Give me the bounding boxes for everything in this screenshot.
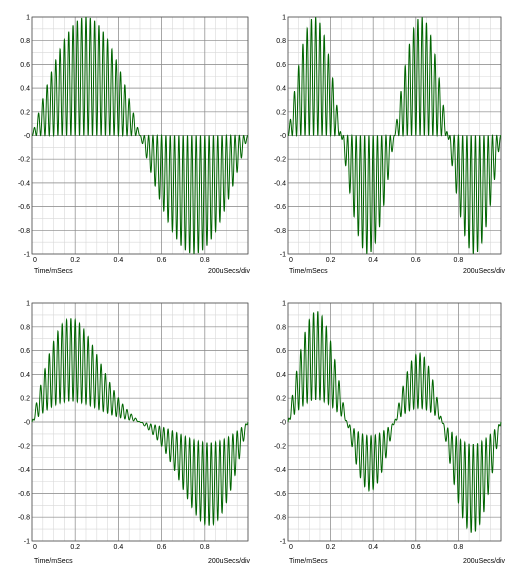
y-tick-label: -0.4 [18,180,30,187]
x-tick-label: 0.2 [326,544,336,551]
y-tick-label: -1 [24,539,30,546]
chart-svg: 1 0.8 0.6 0.4 0.2 -0 -0.2 -0.4 -0.6 -0.8 -10 0.2 0.4… [274,15,502,264]
x-tick-label: 0 [289,544,293,551]
x-tick-label: 0.6 [157,257,167,264]
waveform-line [287,311,502,533]
y-tick-label: -0.8 [274,515,286,522]
y-tick-label: 0.6 [20,62,30,69]
x-tick-label: 0 [33,544,37,551]
y-tick-label: 0.6 [276,62,286,69]
y-tick-label: 0.6 [20,348,30,355]
x-tick-label: 0.4 [114,544,124,551]
y-tick-label: -0 [24,420,30,427]
y-tick-label: 1 [26,15,30,22]
x-tick-label: 0.6 [411,257,421,264]
y-tick-label: 0.8 [276,324,286,331]
x-axis-label: Time/mSecs [289,268,328,275]
chart-panel-bottom-left: 1 0.8 0.6 0.4 0.2 -0 -0.2 -0.4 -0.6 -0.8 -1 0 0.2 0.4… [0,286,265,575]
chart-svg: 1 0.8 0.6 0.4 0.2 -0 -0.2 -0.4 -0.6 -0.8 -10 0.2 0.4… [18,15,249,264]
y-tick-label: 1 [26,301,30,308]
y-tick-label: -0.2 [274,443,286,450]
y-tick-label: -0.2 [274,157,286,164]
x-tick-label: 0 [289,257,293,264]
y-tick-label: 0.8 [20,38,30,45]
y-tick-label: -0.8 [274,228,286,235]
y-tick-label: 0.2 [20,109,30,116]
y-tick-label: 0.4 [20,86,30,93]
y-tick-label: 0.4 [276,86,286,93]
y-tick-label: 0.2 [20,396,30,403]
y-tick-label: 1 [282,301,286,308]
y-tick-label: -0.4 [274,180,286,187]
x-axis-label: Time/mSecs [289,558,328,565]
x-tick-label: 0.8 [200,544,210,551]
scale-label: 200uSecs/div [208,558,251,565]
chart-panel-top-left: 1 0.8 0.6 0.4 0.2 -0 -0.2 -0.4 -0.6 -0.8 -1 0 0.2 0.4… [0,0,265,289]
y-tick-label: -0.4 [18,467,30,474]
y-tick-label: 0.2 [276,396,286,403]
y-tick-label: 0.4 [20,372,30,379]
x-tick-label: 0.2 [70,544,80,551]
y-tick-label: 1 [282,15,286,22]
y-tick-label: -1 [280,252,286,259]
chart-panel-bottom-right: 1 0.8 0.6 0.4 0.2 -0 -0.2 -0.4 -0.6 -0.8 -1 0 0.2 0.4… [256,286,521,575]
y-tick-label: -0 [280,420,286,427]
y-tick-label: -1 [280,539,286,546]
y-tick-label: 0.8 [20,324,30,331]
x-tick-label: 0.4 [368,257,378,264]
chart-panel-top-right: 1 0.8 0.6 0.4 0.2 -0 -0.2 -0.4 -0.6 -0.8 -1 0 0.2 0.4… [256,0,521,289]
chart-svg: 1 0.8 0.6 0.4 0.2 -0 -0.2 -0.4 -0.6 -0.8 -10 0.2 0.4… [18,301,249,551]
x-tick-label: 0.8 [454,544,464,551]
x-tick-label: 0.8 [200,257,210,264]
y-tick-label: 0.4 [276,372,286,379]
y-tick-label: 0.2 [276,109,286,116]
y-tick-label: -0.6 [18,491,30,498]
y-tick-label: 0.8 [276,38,286,45]
x-tick-label: 0.6 [411,544,421,551]
x-tick-label: 0.4 [368,544,378,551]
scale-label: 200uSecs/div [463,558,506,565]
y-tick-label: -1 [24,252,30,259]
x-tick-label: 0.8 [454,257,464,264]
x-axis-label: Time/mSecs [34,268,73,275]
scale-label: 200uSecs/div [208,268,251,275]
y-tick-label: -0.6 [18,204,30,211]
waveform-line [31,317,249,527]
y-tick-label: -0 [24,133,30,140]
y-tick-label: -0.2 [18,443,30,450]
x-tick-label: 0.2 [326,257,336,264]
x-tick-label: 0.6 [157,544,167,551]
x-tick-label: 0.2 [70,257,80,264]
y-tick-label: -0.6 [274,491,286,498]
chart-svg: 1 0.8 0.6 0.4 0.2 -0 -0.2 -0.4 -0.6 -0.8 -10 0.2 0.4… [274,301,502,551]
waveform-line [287,17,502,254]
scale-label: 200uSecs/div [463,268,506,275]
y-tick-label: -0 [280,133,286,140]
x-tick-label: 0 [33,257,37,264]
y-tick-label: -0.8 [18,515,30,522]
y-tick-label: -0.4 [274,467,286,474]
y-tick-label: -0.2 [18,157,30,164]
x-axis-label: Time/mSecs [34,558,73,565]
y-tick-label: 0.6 [276,348,286,355]
waveform-line [32,16,248,255]
y-tick-label: -0.8 [18,228,30,235]
x-tick-label: 0.4 [114,257,124,264]
y-tick-label: -0.6 [274,204,286,211]
